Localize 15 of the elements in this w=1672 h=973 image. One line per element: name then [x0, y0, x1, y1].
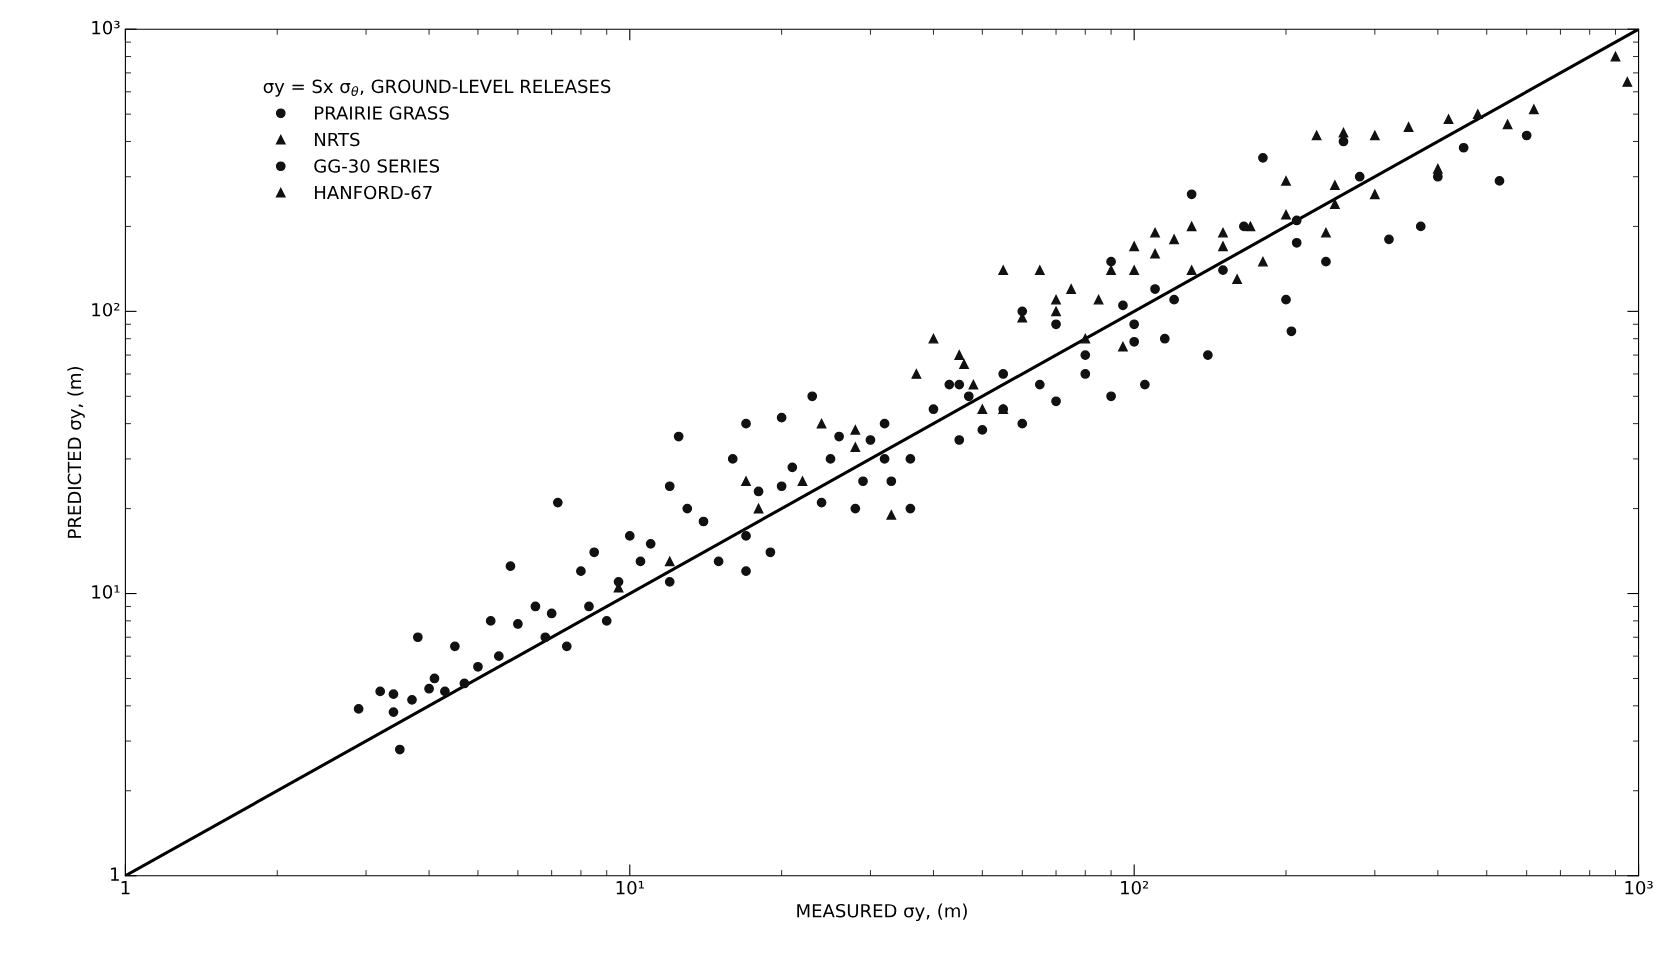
y-tick-label: 1 — [111, 867, 119, 881]
x-tick-label: 10² — [1121, 880, 1149, 895]
y-axis-title: PREDICTED σy, (m) — [67, 366, 85, 538]
x-tick-label: 1 — [121, 881, 130, 895]
y-tick-label: 10¹ — [92, 585, 120, 599]
x-axis-title: MEASURED σy, (m) — [797, 903, 967, 922]
legend-label: HANFORD-67 — [315, 185, 432, 200]
y-tick-label: 10² — [92, 302, 120, 317]
x-tick-label: 10¹ — [616, 880, 644, 895]
x-tick-label: 10³ — [1625, 880, 1653, 895]
legend-label: NRTS — [315, 132, 360, 147]
legend-label: GG-30 SERIES — [314, 159, 440, 173]
legend-label: PRAIRIE GRASS — [315, 106, 449, 120]
legend-title: σy = Sx σ$_{θ}$, GROUND-LEVEL RELEASES — [263, 79, 611, 97]
y-tick-label: 10³ — [92, 20, 120, 35]
